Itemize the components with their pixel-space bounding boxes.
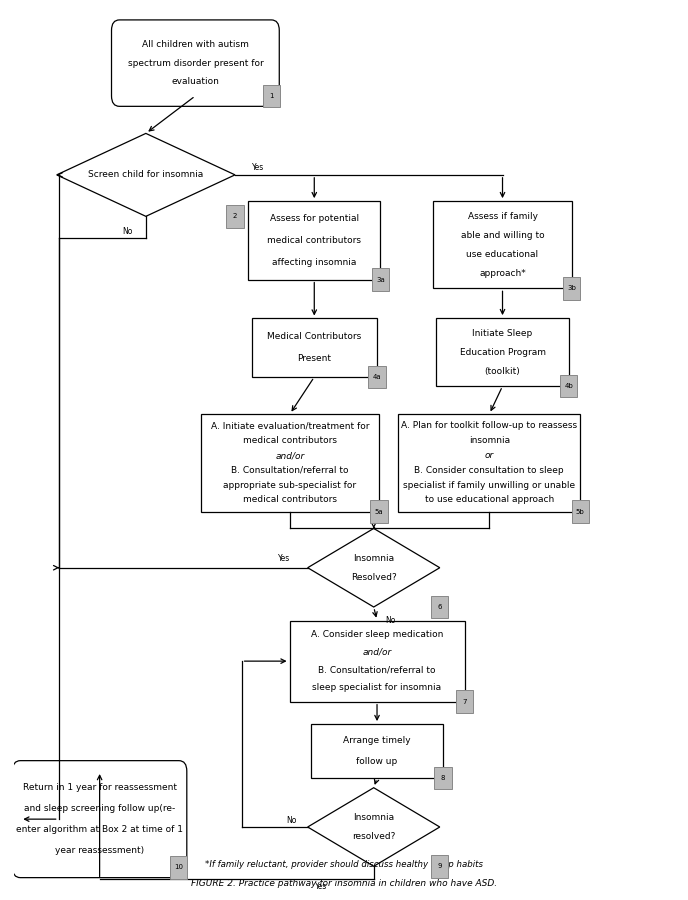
Text: 10: 10	[174, 864, 184, 870]
Text: Medical Contributors: Medical Contributors	[267, 332, 361, 341]
FancyBboxPatch shape	[456, 690, 473, 713]
Text: 3b: 3b	[568, 285, 577, 292]
Text: year reassessment): year reassessment)	[55, 846, 144, 855]
Text: Arrange timely: Arrange timely	[343, 736, 411, 745]
Bar	[201, 414, 379, 512]
Bar	[436, 318, 568, 386]
Text: No: No	[385, 616, 396, 625]
Text: able and willing to: able and willing to	[461, 230, 544, 239]
Text: sleep specialist for insomnia: sleep specialist for insomnia	[312, 683, 442, 692]
Text: appropriate sub-specialist for: appropriate sub-specialist for	[224, 481, 356, 490]
FancyBboxPatch shape	[563, 277, 581, 300]
Text: A. Plan for toolkit follow-up to reassess: A. Plan for toolkit follow-up to reasses…	[401, 421, 577, 430]
Text: Education Program: Education Program	[460, 347, 546, 356]
Text: approach*: approach*	[479, 269, 526, 278]
Text: to use educational approach: to use educational approach	[424, 496, 554, 505]
Text: All children with autism: All children with autism	[142, 40, 249, 50]
Text: 5b: 5b	[576, 508, 585, 515]
FancyBboxPatch shape	[171, 856, 187, 878]
Text: B. Consultation/referral to: B. Consultation/referral to	[319, 665, 436, 674]
Text: (toolkit): (toolkit)	[484, 366, 520, 375]
Text: 6: 6	[438, 604, 442, 610]
Text: 4b: 4b	[564, 383, 573, 389]
Text: spectrum disorder present for: spectrum disorder present for	[127, 58, 264, 68]
Text: No: No	[122, 227, 133, 236]
Text: Screen child for insomnia: Screen child for insomnia	[88, 170, 204, 179]
Text: use educational: use educational	[466, 249, 539, 258]
Text: B. Consider consultation to sleep: B. Consider consultation to sleep	[414, 466, 564, 475]
Text: *If family reluctant, provider should discuss healthy sleep habits: *If family reluctant, provider should di…	[205, 860, 483, 869]
Text: specialist if family unwilling or unable: specialist if family unwilling or unable	[403, 481, 575, 490]
FancyBboxPatch shape	[111, 20, 279, 106]
Bar	[398, 414, 580, 512]
Text: affecting insomnia: affecting insomnia	[272, 257, 356, 266]
Text: Return in 1 year for reassessment: Return in 1 year for reassessment	[23, 783, 177, 792]
Bar	[311, 724, 443, 778]
Text: and/or: and/or	[275, 451, 305, 460]
Text: 5a: 5a	[375, 508, 383, 515]
Text: medical contributors: medical contributors	[267, 236, 361, 245]
Polygon shape	[56, 133, 235, 216]
FancyBboxPatch shape	[12, 760, 187, 878]
Text: No: No	[286, 815, 297, 824]
Text: 4a: 4a	[373, 374, 381, 380]
Text: 3a: 3a	[376, 276, 385, 283]
Text: Yes: Yes	[279, 554, 291, 563]
Text: 9: 9	[438, 863, 442, 869]
Text: and/or: and/or	[363, 648, 391, 657]
Text: 7: 7	[462, 698, 466, 705]
FancyBboxPatch shape	[370, 500, 387, 523]
FancyBboxPatch shape	[560, 374, 577, 398]
Text: 1: 1	[269, 93, 274, 99]
Text: and sleep screening follow up(re-: and sleep screening follow up(re-	[24, 805, 175, 814]
Text: Assess for potential: Assess for potential	[270, 214, 359, 223]
Text: B. Consultation/referral to: B. Consultation/referral to	[231, 466, 349, 475]
Bar	[248, 201, 380, 280]
Text: enter algorithm at Box 2 at time of 1: enter algorithm at Box 2 at time of 1	[16, 825, 183, 834]
Text: or: or	[484, 451, 494, 460]
Text: Insomnia: Insomnia	[353, 554, 394, 562]
FancyBboxPatch shape	[226, 205, 244, 228]
Text: insomnia: insomnia	[469, 436, 510, 446]
Text: Yes: Yes	[252, 164, 264, 173]
Text: Yes: Yes	[314, 882, 327, 891]
Text: evaluation: evaluation	[171, 76, 219, 86]
Text: Initiate Sleep: Initiate Sleep	[473, 328, 533, 338]
Polygon shape	[308, 788, 440, 867]
Text: medical contributors: medical contributors	[243, 496, 337, 505]
Text: A. Consider sleep medication: A. Consider sleep medication	[311, 630, 443, 639]
Text: Present: Present	[297, 355, 332, 364]
Text: Assess if family: Assess if family	[468, 212, 537, 220]
Text: medical contributors: medical contributors	[243, 436, 337, 446]
Text: Insomnia: Insomnia	[353, 813, 394, 822]
FancyBboxPatch shape	[572, 500, 589, 523]
Text: follow up: follow up	[356, 757, 398, 766]
Bar	[290, 620, 464, 702]
Text: Resolved?: Resolved?	[351, 572, 396, 581]
FancyBboxPatch shape	[435, 767, 451, 789]
Polygon shape	[308, 528, 440, 607]
FancyBboxPatch shape	[369, 365, 385, 388]
FancyBboxPatch shape	[431, 855, 449, 878]
Text: resolved?: resolved?	[352, 832, 396, 842]
Bar	[433, 201, 572, 288]
Text: 2: 2	[233, 213, 237, 220]
Text: FIGURE 2. Practice pathway for insomnia in children who have ASD.: FIGURE 2. Practice pathway for insomnia …	[191, 878, 497, 887]
FancyBboxPatch shape	[372, 268, 389, 291]
FancyBboxPatch shape	[431, 596, 449, 618]
Text: 8: 8	[441, 775, 445, 781]
FancyBboxPatch shape	[263, 85, 280, 107]
Text: A. Initiate evaluation/treatment for: A. Initiate evaluation/treatment for	[211, 421, 369, 430]
Bar	[252, 319, 377, 377]
